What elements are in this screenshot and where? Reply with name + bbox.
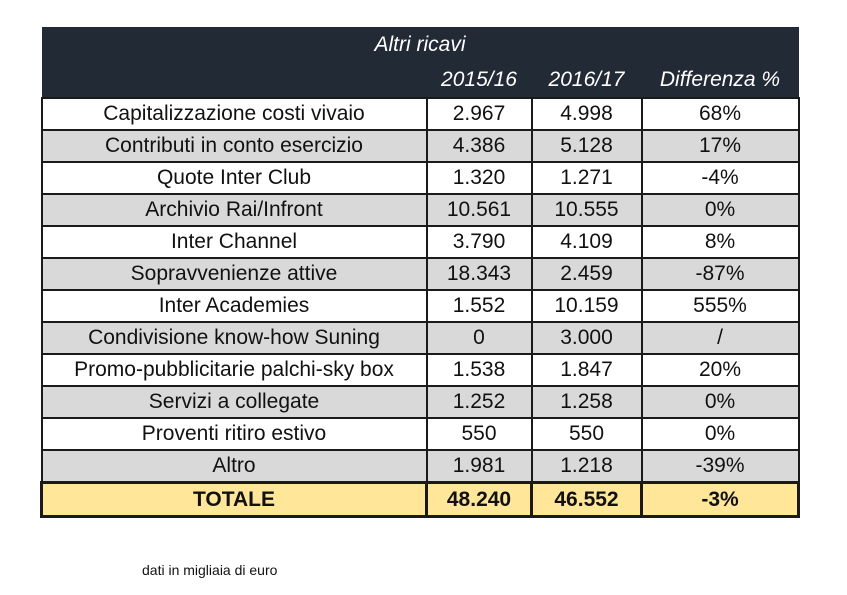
value-2015-16: 1.252: [425, 385, 533, 419]
value-diff: 17%: [640, 129, 800, 163]
value-diff: 555%: [640, 289, 800, 323]
total-diff: -3%: [639, 481, 801, 518]
value-diff: 0%: [640, 193, 800, 227]
table-row: Contributi in conto esercizio 4.386 5.12…: [40, 129, 800, 163]
value-2015-16: 0: [425, 321, 533, 355]
table-row: Inter Channel 3.790 4.109 8%: [40, 225, 800, 259]
value-2016-17: 1.271: [530, 161, 643, 195]
row-label: Promo-pubblicitarie palchi-sky box: [40, 353, 428, 387]
footnote: dati in migliaia di euro: [142, 562, 278, 578]
row-label: Altro: [40, 449, 428, 484]
value-2016-17: 10.555: [530, 193, 643, 227]
total-2015-16: 48.240: [425, 481, 533, 518]
row-label: Condivisione know-how Suning: [40, 321, 428, 355]
value-diff: 8%: [640, 225, 800, 259]
value-2015-16: 10.561: [425, 193, 533, 227]
value-2016-17: 4.998: [530, 97, 643, 131]
value-2015-16: 18.343: [425, 257, 533, 291]
table-title: Altri ricavi: [41, 27, 799, 62]
header-2016-17: 2016/17: [531, 62, 642, 98]
value-2016-17: 5.128: [530, 129, 643, 163]
value-2015-16: 3.790: [425, 225, 533, 259]
header-2015-16: 2015/16: [426, 62, 532, 98]
table-row: Capitalizzazione costi vivaio 2.967 4.99…: [40, 97, 800, 131]
header-differenza: Differenza %: [641, 62, 799, 98]
value-2015-16: 1.320: [425, 161, 533, 195]
value-diff: 0%: [640, 385, 800, 419]
value-2015-16: 1.538: [425, 353, 533, 387]
value-2016-17: 1.218: [530, 449, 643, 484]
value-2016-17: 1.258: [530, 385, 643, 419]
altri-ricavi-table-container: Altri ricavi 2015/16 2016/17 Differenza …: [40, 27, 801, 518]
row-label: Servizi a collegate: [40, 385, 428, 419]
value-2016-17: 550: [530, 417, 643, 451]
value-diff: -4%: [640, 161, 800, 195]
value-2016-17: 4.109: [530, 225, 643, 259]
table-row: Promo-pubblicitarie palchi-sky box 1.538…: [40, 353, 800, 387]
value-2015-16: 2.967: [425, 97, 533, 131]
table-header-row: 2015/16 2016/17 Differenza %: [41, 62, 799, 98]
total-2016-17: 46.552: [530, 481, 643, 518]
row-label: Inter Academies: [40, 289, 428, 323]
value-2016-17: 2.459: [530, 257, 643, 291]
value-2015-16: 1.981: [425, 449, 533, 484]
total-row: TOTALE 48.240 46.552 -3%: [40, 481, 801, 518]
row-label: Quote Inter Club: [40, 161, 428, 195]
value-2016-17: 10.159: [530, 289, 643, 323]
table-row: Sopravvenienze attive 18.343 2.459 -87%: [40, 257, 800, 291]
value-2015-16: 550: [425, 417, 533, 451]
value-2016-17: 1.847: [530, 353, 643, 387]
value-diff: -39%: [640, 449, 800, 484]
altri-ricavi-table: Altri ricavi 2015/16 2016/17 Differenza …: [40, 27, 801, 518]
row-label: Inter Channel: [40, 225, 428, 259]
row-label: Sopravvenienze attive: [40, 257, 428, 291]
table-title-row: Altri ricavi: [41, 27, 799, 62]
value-2015-16: 1.552: [425, 289, 533, 323]
row-label: Contributi in conto esercizio: [40, 129, 428, 163]
table-row: Condivisione know-how Suning 0 3.000 /: [40, 321, 800, 355]
value-diff: /: [640, 321, 800, 355]
value-diff: 68%: [640, 97, 800, 131]
table-row: Altro 1.981 1.218 -39%: [40, 449, 800, 484]
table-row: Servizi a collegate 1.252 1.258 0%: [40, 385, 800, 419]
row-label: Archivio Rai/Infront: [40, 193, 428, 227]
value-2015-16: 4.386: [425, 129, 533, 163]
value-diff: 0%: [640, 417, 800, 451]
table-row: Inter Academies 1.552 10.159 555%: [40, 289, 800, 323]
value-diff: 20%: [640, 353, 800, 387]
table-row: Archivio Rai/Infront 10.561 10.555 0%: [40, 193, 800, 227]
table-row: Quote Inter Club 1.320 1.271 -4%: [40, 161, 800, 195]
header-label-col: [41, 62, 427, 98]
value-2016-17: 3.000: [530, 321, 643, 355]
row-label: Proventi ritiro estivo: [40, 417, 428, 451]
total-label: TOTALE: [40, 481, 428, 518]
table-row: Proventi ritiro estivo 550 550 0%: [40, 417, 800, 451]
row-label: Capitalizzazione costi vivaio: [40, 97, 428, 131]
value-diff: -87%: [640, 257, 800, 291]
